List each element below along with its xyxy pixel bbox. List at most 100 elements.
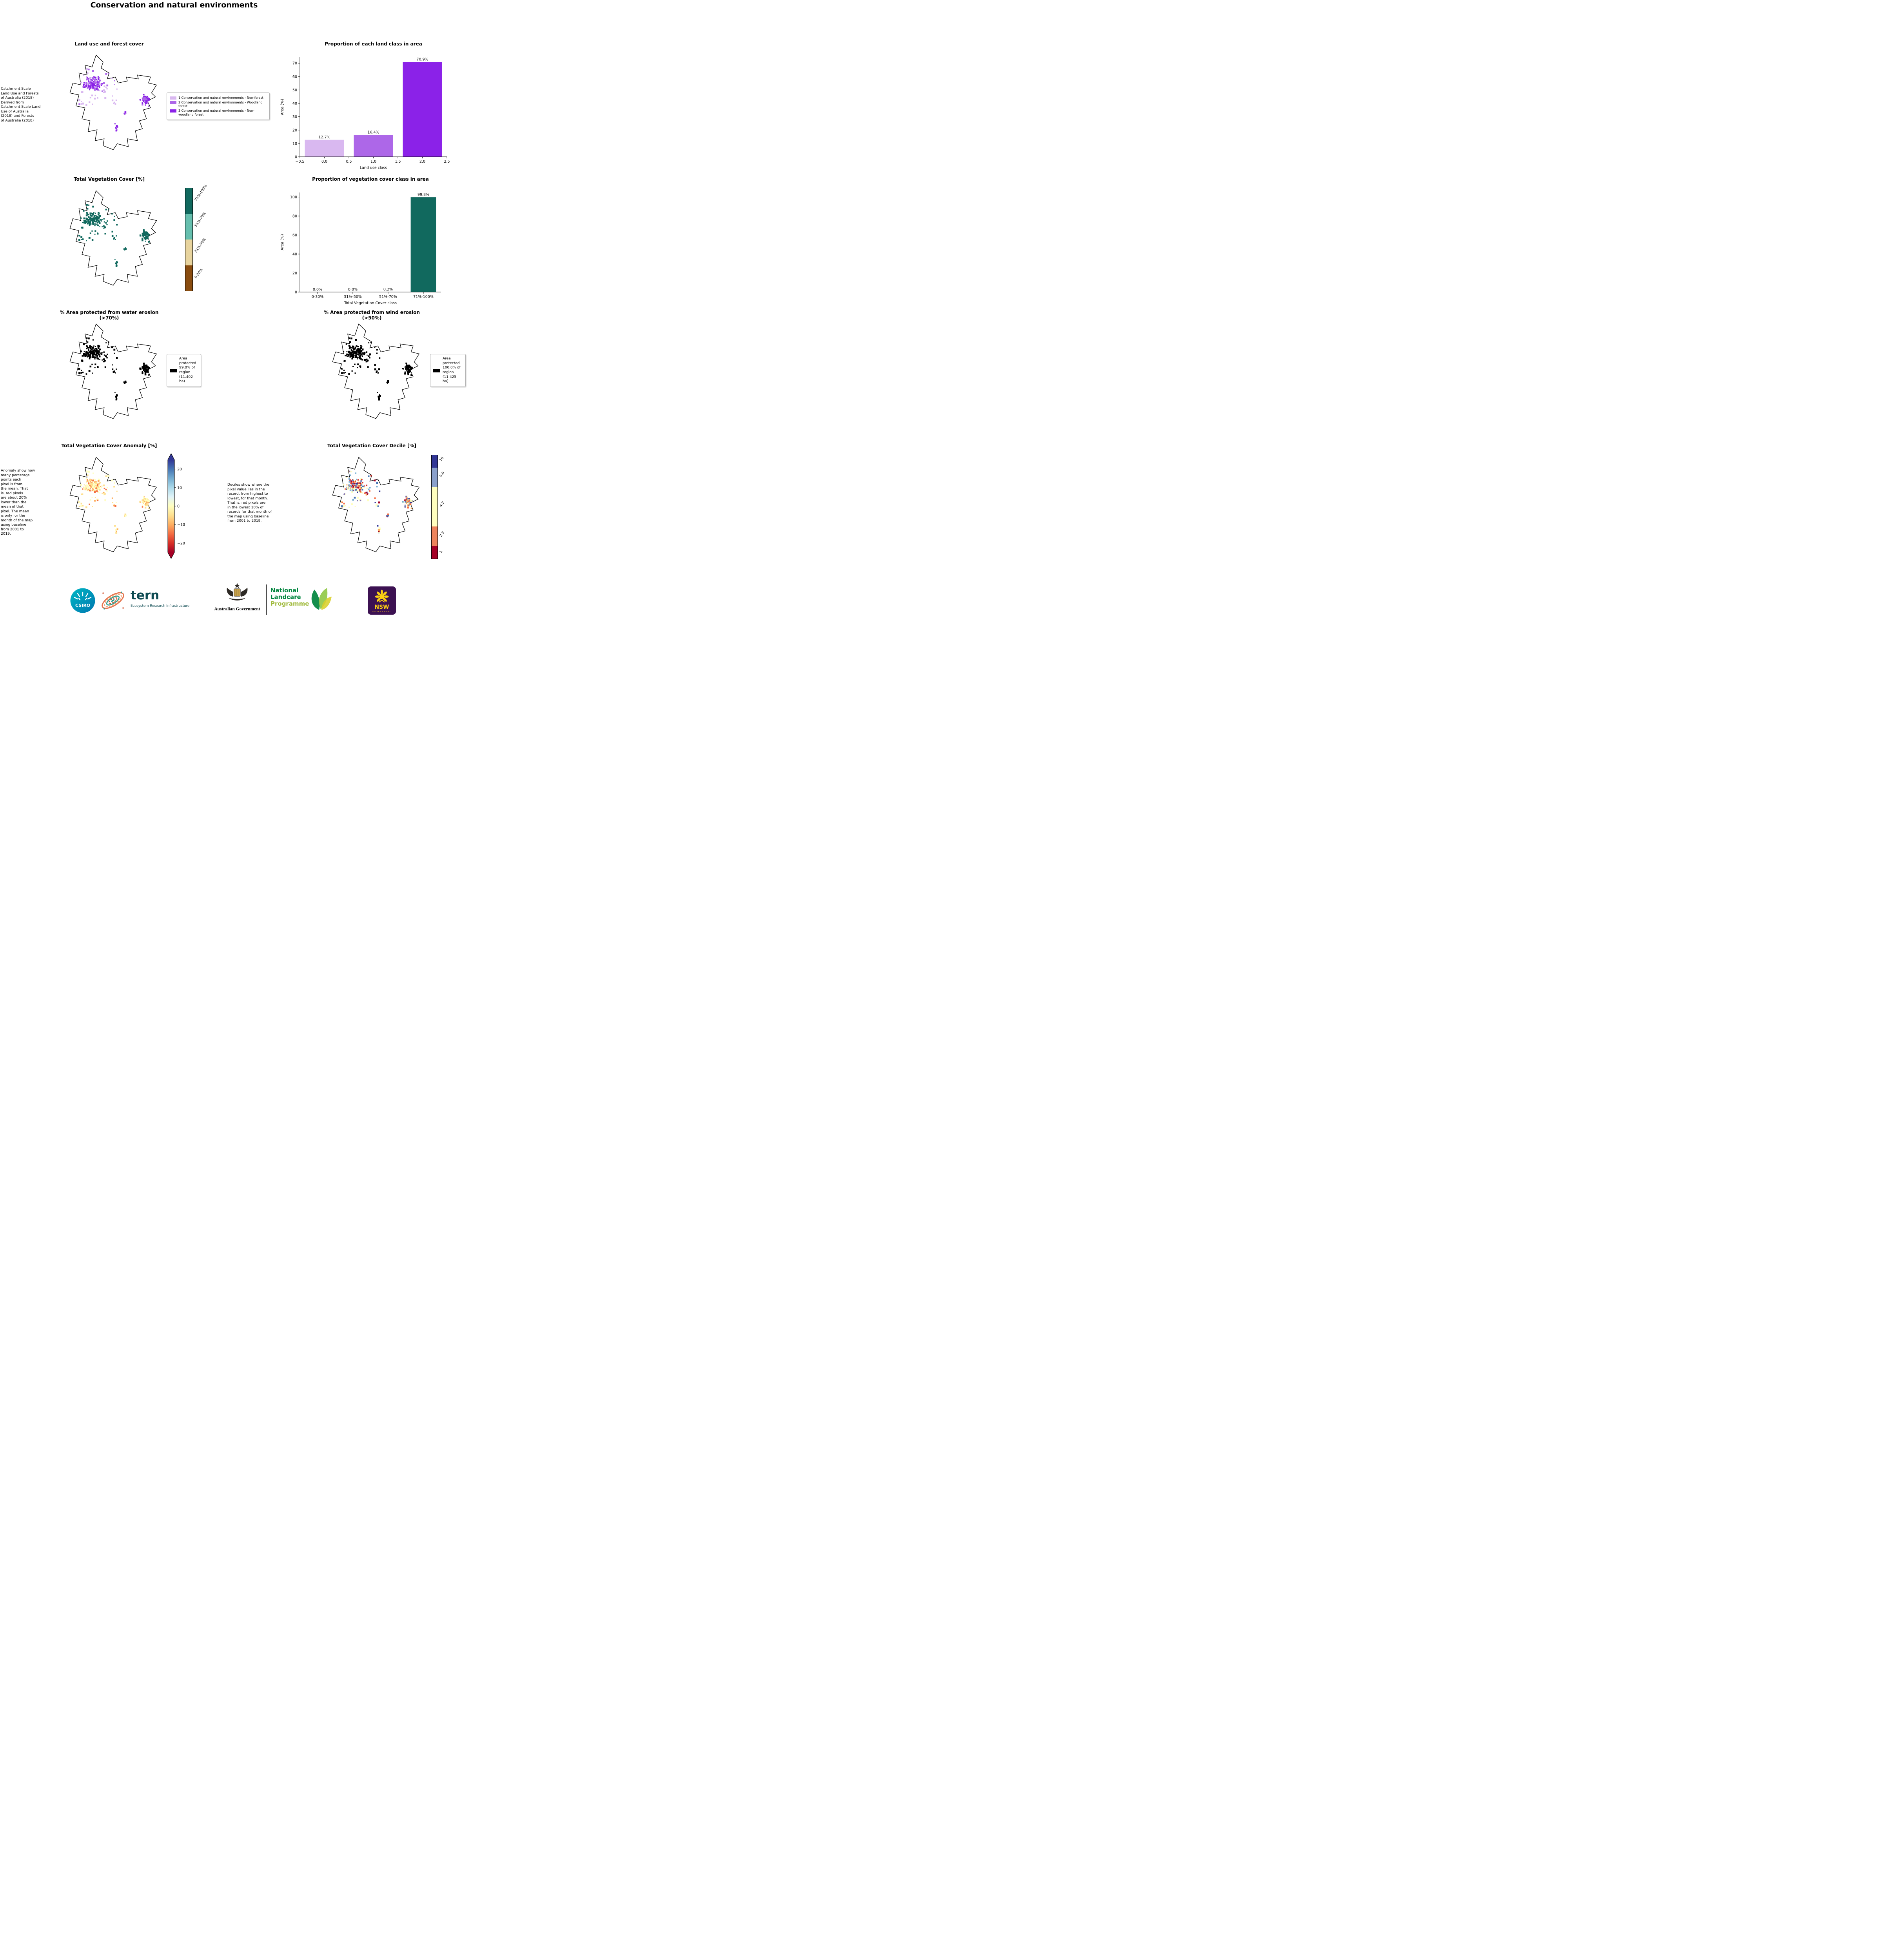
- nsw-government-label: GOVERNMENT: [372, 611, 391, 613]
- svg-text:40: 40: [292, 252, 297, 257]
- nsw-government-logo: NSW GOVERNMENT: [368, 586, 396, 615]
- svg-text:0.0%: 0.0%: [348, 288, 358, 292]
- nsw-wordmark: NSW: [374, 604, 389, 610]
- svg-text:10: 10: [292, 142, 297, 146]
- svg-text:16.4%: 16.4%: [367, 131, 379, 135]
- svg-text:Proportion of vegetation cover: Proportion of vegetation cover class in …: [312, 176, 429, 182]
- svg-text:2.5: 2.5: [444, 160, 450, 164]
- australian-government-logo: Australian Government: [210, 582, 265, 612]
- svg-text:1.0: 1.0: [370, 160, 376, 164]
- legend-item: 1 Conservation and natural environments …: [170, 96, 267, 100]
- land-use-legend: 1 Conservation and natural environments …: [167, 93, 270, 120]
- page-title: Conservation and natural environments: [90, 1, 258, 9]
- waratah-icon: [375, 590, 389, 603]
- anomaly-colorbar: 20 10 0 −10 −20: [167, 453, 185, 559]
- wind-erosion-legend: Area protected 100.0% of region (11,425 …: [430, 354, 466, 387]
- svg-text:Land use class: Land use class: [360, 166, 387, 170]
- svg-text:Area (%): Area (%): [280, 234, 285, 250]
- tern-subtitle: Ecosystem Research Infrastructure: [131, 604, 190, 608]
- svg-text:−10: −10: [177, 523, 185, 527]
- veg-class-bar-chart: 0 20 40 60 80 100 0-30% 31%-50% 51%-70% 71%-100% 0…: [280, 176, 441, 305]
- anomaly-map-title: Total Vegetation Cover Anomaly [%]: [61, 443, 157, 448]
- commonwealth-coat-of-arms-icon: [227, 583, 248, 601]
- legend-label: 2 Conservation and natural environments …: [178, 100, 263, 108]
- legend-swatch: [170, 109, 176, 113]
- landcare-word-national: National: [270, 587, 299, 594]
- water-erosion-map: [69, 323, 157, 419]
- wind-erosion-map: [332, 323, 420, 419]
- veg-cover-map-title: Total Vegetation Cover [%]: [73, 176, 145, 182]
- water-erosion-map-title: % Area protected from water erosion (>70…: [60, 310, 159, 321]
- svg-text:Proportion of each land class: Proportion of each land class in area: [325, 41, 422, 47]
- svg-text:100: 100: [290, 195, 297, 200]
- tern-logo: tern Ecosystem Research Infrastructure: [131, 590, 189, 608]
- svg-text:50: 50: [292, 88, 297, 93]
- svg-text:2.0: 2.0: [419, 160, 425, 164]
- svg-text:31%-50%: 31%-50%: [344, 295, 362, 299]
- aboriginal-art-logo: [102, 592, 124, 610]
- svg-text:0: 0: [177, 505, 180, 509]
- svg-text:12.7%: 12.7%: [318, 135, 330, 140]
- svg-text:80: 80: [292, 214, 297, 219]
- tern-wordmark: tern: [131, 588, 160, 603]
- landcare-word-landcare: Landcare: [270, 593, 301, 601]
- csiro-circle: [70, 588, 95, 613]
- svg-text:71%-100%: 71%-100%: [413, 295, 434, 299]
- legend-swatch: [170, 101, 176, 104]
- decile-map-title: Total Vegetation Cover Decile [%]: [327, 443, 416, 448]
- svg-text:−0.5: −0.5: [295, 160, 304, 164]
- australian-government-label: Australian Government: [214, 607, 260, 612]
- svg-text:30: 30: [292, 115, 297, 119]
- land-use-source-note: Catchment Scale Land Use and Forests of …: [1, 87, 41, 123]
- svg-text:Total Vegetation Cover class: Total Vegetation Cover class: [344, 301, 397, 305]
- land-class-bar-chart: 0 10 20 30 40 50 60 70 −0.5 0.0 0.5 1.0 1.5 2.0 2.5 12.…: [280, 41, 450, 170]
- crest-emu: [241, 588, 248, 597]
- svg-text:70.9%: 70.9%: [416, 58, 428, 62]
- landcare-wordmark: National Landcare Programme: [270, 587, 309, 607]
- legend-label: 1 Conservation and natural environments …: [178, 96, 263, 100]
- svg-text:0-30%: 0-30%: [312, 295, 324, 299]
- legend-item: 2 Conservation and natural environments …: [170, 101, 267, 108]
- svg-text:0: 0: [295, 290, 297, 295]
- wind-erosion-map-title: % Area protected from wind erosion (>50%…: [323, 310, 420, 321]
- svg-text:0.2%: 0.2%: [383, 287, 393, 292]
- crest-kangaroo: [227, 588, 233, 597]
- landcare-word-programme: Programme: [270, 600, 309, 607]
- decile-colorbar: 10 8-9 4-7 2-3 1: [431, 455, 459, 559]
- svg-text:51%-70%: 51%-70%: [379, 295, 397, 299]
- report-page: Conservation and natural environments La…: [0, 0, 469, 619]
- svg-text:0.0%: 0.0%: [313, 288, 322, 292]
- svg-text:10: 10: [177, 486, 182, 490]
- svg-text:20: 20: [292, 128, 297, 132]
- svg-text:99.8%: 99.8%: [418, 193, 429, 197]
- legend-swatch: [170, 96, 176, 100]
- land-use-map-title: Land use and forest cover: [74, 41, 144, 47]
- svg-text:0.0: 0.0: [321, 160, 327, 164]
- svg-text:70: 70: [292, 62, 297, 66]
- anomaly-note: Anomaly show how many percetage points e…: [1, 469, 35, 536]
- legend-item: 3 Conservation and natural environments …: [170, 109, 267, 116]
- veg-cover-map: [69, 190, 157, 286]
- water-erosion-legend: Area protected 99.8% of region (11,402 h…: [167, 354, 201, 387]
- land-use-map: [69, 54, 157, 150]
- svg-text:0.5: 0.5: [346, 160, 352, 164]
- legend-swatch: [170, 368, 177, 372]
- csiro-starburst-icon: [74, 592, 92, 601]
- svg-text:20: 20: [177, 467, 182, 472]
- crest-star: [234, 583, 240, 588]
- svg-text:20: 20: [292, 271, 297, 276]
- landcare-leaves-icon: [311, 588, 332, 610]
- veg-cover-colorbar: 71%-100% 51%-70% 31%-50% 0-30%: [185, 184, 212, 291]
- legend-label: Area protected 100.0% of region (11,425 …: [443, 357, 461, 384]
- svg-text:60: 60: [292, 233, 297, 238]
- legend-label: Area protected 99.8% of region (11,402 h…: [179, 357, 196, 384]
- decile-map: [332, 457, 420, 552]
- decile-note: Deciles show where the pixel value lies …: [227, 483, 272, 523]
- legend-label: 3 Conservation and natural environments …: [178, 109, 254, 116]
- logo-divider: [266, 584, 267, 615]
- csiro-wordmark: CSIRO: [75, 603, 90, 608]
- legend-swatch: [433, 368, 440, 372]
- svg-text:−20: −20: [177, 541, 185, 546]
- svg-text:1.5: 1.5: [395, 160, 401, 164]
- svg-text:40: 40: [292, 102, 297, 106]
